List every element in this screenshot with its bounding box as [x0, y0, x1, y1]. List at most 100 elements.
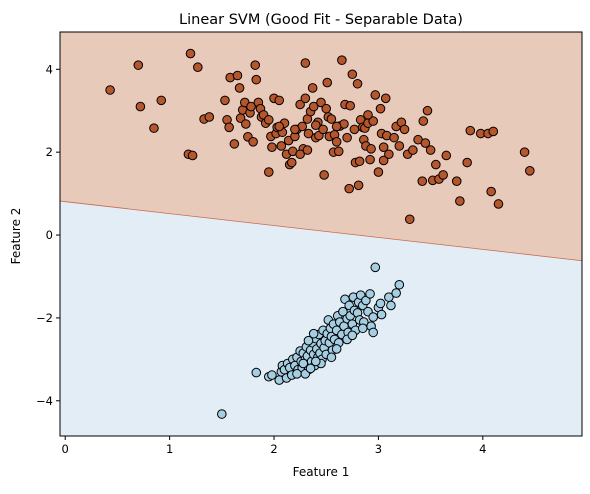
data-point-class-lower: [357, 323, 368, 334]
data-point-class-upper: [375, 103, 386, 114]
data-point-class-upper: [290, 124, 300, 135]
data-point-class-upper: [318, 124, 328, 135]
data-point-class-upper: [331, 121, 342, 132]
scatter-points: [105, 48, 535, 419]
data-point-class-upper: [135, 101, 146, 112]
x-tick-label: 0: [62, 442, 69, 456]
data-point-class-lower: [331, 344, 342, 354]
data-point-class-upper: [337, 55, 347, 65]
data-point-class-upper: [295, 99, 305, 110]
data-point-class-upper: [264, 115, 274, 125]
data-point-class-lower: [292, 369, 302, 379]
data-point-class-upper: [353, 180, 364, 191]
data-point-class-lower: [338, 306, 348, 317]
data-point-class-upper: [519, 147, 530, 157]
data-point-class-lower: [386, 300, 396, 311]
data-point-class-upper: [331, 137, 342, 147]
data-point-class-upper: [220, 95, 230, 106]
data-point-class-upper: [149, 123, 159, 133]
data-point-class-upper: [187, 150, 198, 161]
x-tick-label: 3: [375, 442, 382, 456]
data-point-class-lower: [391, 288, 401, 298]
data-point-class-lower: [310, 356, 321, 367]
data-point-class-lower: [368, 312, 379, 322]
data-point-class-lower: [376, 309, 387, 320]
data-point-class-lower: [394, 279, 405, 290]
data-point-class-upper: [300, 58, 311, 68]
data-point-class-upper: [425, 145, 436, 155]
data-point-class-upper: [316, 97, 326, 108]
data-point-class-upper: [488, 126, 499, 137]
data-point-class-upper: [408, 145, 418, 155]
data-point-class-upper: [234, 83, 245, 93]
data-point-class-upper: [224, 122, 234, 133]
data-point-class-upper: [354, 156, 365, 167]
data-point-class-upper: [232, 70, 243, 81]
data-point-class-upper: [389, 132, 399, 143]
y-tick-label: 4: [46, 62, 53, 76]
data-point-class-upper: [370, 90, 381, 100]
decision-boundary-line: [59, 200, 583, 262]
x-tick-label: 4: [479, 442, 486, 456]
data-point-class-upper: [368, 116, 379, 126]
data-point-class-upper: [300, 93, 311, 104]
data-point-class-upper: [319, 170, 329, 180]
data-point-class-upper: [345, 100, 356, 111]
data-point-class-upper: [308, 101, 319, 112]
data-point-class-upper: [378, 155, 389, 166]
data-point-class-upper: [462, 157, 472, 168]
data-point-class-upper: [274, 121, 285, 132]
data-point-class-lower: [308, 328, 319, 339]
data-point-class-upper: [378, 142, 389, 152]
data-point-class-upper: [185, 48, 196, 59]
data-point-class-upper: [349, 124, 360, 135]
data-point-class-upper: [525, 166, 535, 176]
decision-regions: [60, 32, 582, 436]
data-point-class-upper: [250, 60, 261, 70]
data-point-class-upper: [274, 95, 285, 106]
data-point-class-lower: [305, 363, 316, 374]
data-point-class-upper: [441, 150, 452, 161]
data-point-class-upper: [303, 128, 314, 139]
data-point-class-upper: [431, 159, 441, 170]
data-point-class-lower: [217, 409, 227, 419]
data-point-class-upper: [326, 114, 337, 124]
data-point-class-lower: [375, 298, 386, 309]
data-point-class-upper: [251, 74, 262, 85]
data-point-class-upper: [302, 145, 313, 155]
data-point-class-upper: [451, 176, 462, 186]
data-point-class-upper: [399, 124, 410, 135]
data-point-class-upper: [133, 60, 144, 70]
data-point-class-upper: [342, 132, 352, 143]
data-point-class-upper: [333, 146, 344, 157]
x-tick-label: 1: [166, 442, 173, 456]
data-point-class-upper: [380, 93, 391, 104]
data-point-class-upper: [493, 199, 504, 209]
data-point-class-upper: [455, 196, 465, 206]
data-point-class-upper: [373, 167, 384, 177]
data-point-class-upper: [156, 95, 167, 106]
data-point-class-upper: [105, 85, 115, 95]
data-point-class-upper: [366, 144, 376, 154]
x-tick-label: 2: [270, 442, 277, 456]
data-point-class-lower: [365, 289, 375, 299]
data-point-class-lower: [267, 370, 277, 380]
y-tick-label: −4: [36, 394, 53, 408]
y-tick-label: −2: [36, 311, 53, 325]
data-point-class-lower: [298, 358, 309, 369]
data-point-class-upper: [193, 62, 203, 73]
y-tick-label: 0: [46, 228, 53, 242]
data-point-class-lower: [303, 335, 314, 346]
data-point-class-lower: [370, 262, 381, 273]
region-lower: [60, 201, 582, 436]
data-point-class-upper: [204, 112, 215, 122]
y-axis-ticks: −4 −2 0 2 4: [36, 62, 60, 408]
data-point-class-upper: [307, 83, 318, 93]
data-point-class-upper: [365, 154, 375, 165]
data-point-class-upper: [264, 167, 274, 177]
data-point-class-upper: [286, 157, 297, 168]
data-point-class-upper: [417, 176, 428, 186]
data-point-class-upper: [420, 138, 431, 148]
